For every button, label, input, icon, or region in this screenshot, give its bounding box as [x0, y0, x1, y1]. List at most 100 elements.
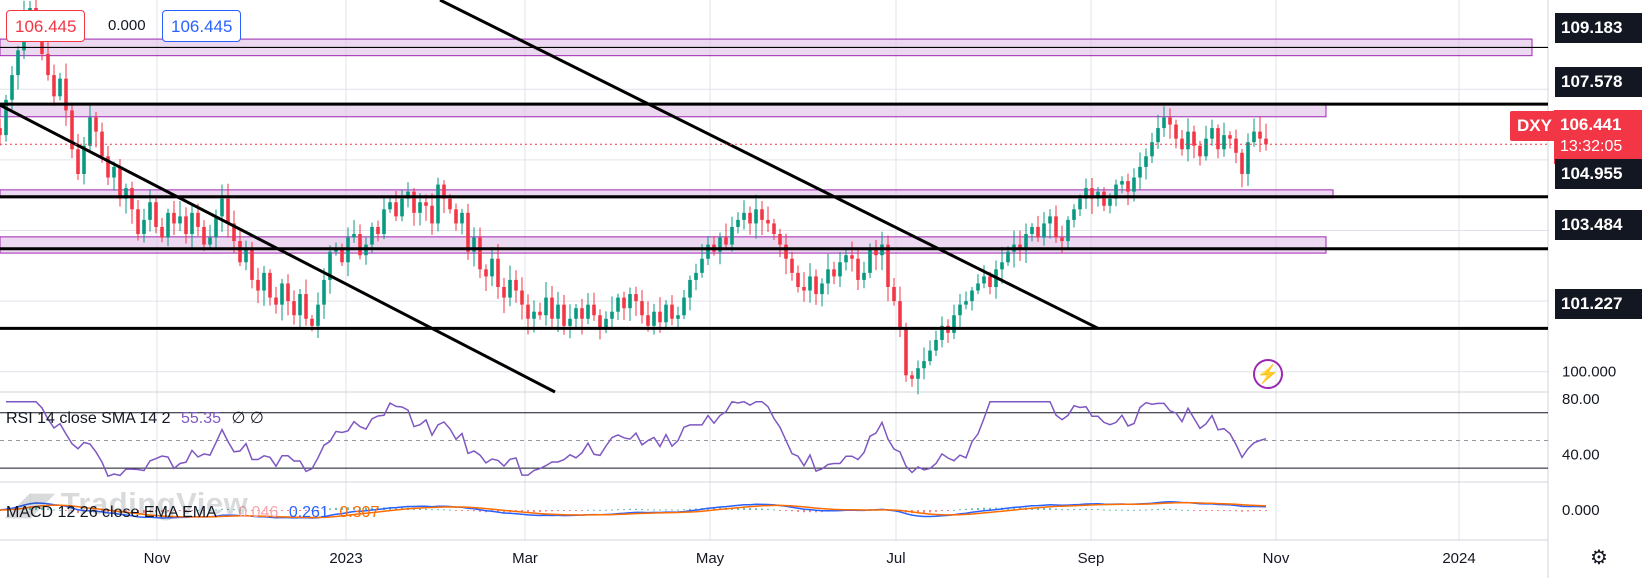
candle-body-74 — [442, 184, 446, 199]
candle-body-138 — [826, 269, 830, 284]
candle-body-40 — [238, 241, 242, 263]
macd-hist-154 — [923, 510, 925, 513]
candle-body-106 — [634, 294, 638, 302]
candle-body-108 — [646, 315, 650, 326]
candle-body-34 — [202, 226, 206, 245]
candle-body-200 — [1198, 145, 1202, 157]
macd-hist-95 — [569, 510, 571, 511]
zone-103.484 — [0, 236, 1327, 254]
candle-body-96 — [574, 308, 578, 319]
candle-body-14 — [82, 145, 86, 174]
candle-body-11 — [64, 78, 68, 111]
candle-body-122 — [730, 226, 734, 245]
candle-body-33 — [196, 212, 200, 227]
macd-hist-79 — [473, 510, 475, 512]
candle-body-110 — [658, 311, 662, 323]
candle-body-39 — [232, 223, 236, 242]
macd-hist-58 — [347, 507, 349, 510]
macd-hist-78 — [467, 510, 469, 511]
macd-hist-169 — [1013, 507, 1015, 510]
macd-hist-96 — [575, 510, 577, 511]
candle-body-174 — [1042, 223, 1046, 238]
candle-body-133 — [796, 272, 800, 287]
trendline-2 — [439, 0, 1099, 330]
candle-body-97 — [580, 308, 584, 319]
macd-hist-206 — [1235, 510, 1237, 512]
macd-hist-130 — [779, 510, 781, 511]
candle-body-114 — [682, 297, 686, 316]
bid-badge[interactable]: 106.445 — [6, 10, 86, 42]
macd-pane: 0.000 — [0, 501, 1600, 519]
candle-body-100 — [598, 315, 602, 330]
macd-hist-128 — [767, 508, 769, 510]
macd-hist-28 — [167, 510, 169, 512]
macd-hist-11 — [65, 510, 67, 511]
macd-hist-184 — [1103, 509, 1105, 511]
macd-hist-24 — [143, 510, 145, 513]
candle-body-51 — [304, 294, 308, 319]
candle-body-184 — [1102, 191, 1106, 206]
candle-body-179 — [1072, 209, 1076, 220]
macd-hist-199 — [1193, 510, 1195, 511]
macd-hist-176 — [1055, 508, 1057, 510]
macd-hist-13 — [77, 510, 79, 514]
macd-hist-41 — [245, 509, 247, 511]
candle-body-65 — [388, 202, 392, 210]
candle-body-207 — [1240, 152, 1244, 174]
tradingview-watermark: ◢◤ TradingView — [6, 486, 248, 522]
macd-hist-119 — [713, 507, 715, 510]
candle-body-130 — [778, 234, 782, 245]
macd-hist-51 — [305, 510, 307, 511]
lightning-icon[interactable]: ⚡ — [1253, 359, 1283, 389]
level-lines — [0, 46, 1548, 330]
candle-body-30 — [178, 216, 182, 224]
candle-body-206 — [1234, 138, 1238, 153]
macd-hist-115 — [689, 508, 691, 510]
candle-body-159 — [952, 315, 956, 333]
macd-legend[interactable]: MACD 12 26 close EMA EMA 0.046 0.261 0.3… — [6, 504, 379, 522]
candle-body-149 — [892, 286, 896, 302]
macd-hist-43 — [257, 510, 259, 511]
gear-icon[interactable]: ⚙ — [1590, 547, 1608, 569]
macd-hist-116 — [695, 508, 697, 510]
candle-body-66 — [394, 202, 398, 217]
candle-body-146 — [874, 248, 878, 256]
candle-body-103 — [616, 297, 620, 312]
tradingview-logo-icon: ◢◤ — [6, 486, 55, 521]
macd-hist-160 — [959, 509, 961, 511]
level-tag-104955: 104.955 — [1555, 159, 1642, 189]
candle-body-53 — [316, 304, 320, 326]
rsi-tick-40.00: 40.00 — [1562, 446, 1600, 463]
macd-hist-134 — [803, 510, 805, 513]
candle-body-93 — [556, 304, 560, 319]
macd-hist-42 — [251, 510, 253, 511]
candle-body-191 — [1144, 156, 1148, 167]
candle-body-42 — [250, 248, 254, 280]
rsi-legend[interactable]: RSI 14 close SMA 14 2 55.35 ∅ ∅ — [6, 408, 264, 428]
candle-body-126 — [754, 209, 758, 224]
ask-badge[interactable]: 106.445 — [162, 10, 242, 42]
candle-body-143 — [856, 258, 860, 280]
candle-body-26 — [154, 202, 158, 227]
candle-body-145 — [868, 248, 872, 273]
candle-body-10 — [58, 78, 62, 97]
macd-hist-183 — [1097, 509, 1099, 511]
candle-body-185 — [1108, 198, 1112, 206]
macd-hist-71 — [425, 508, 427, 510]
candle-body-205 — [1228, 135, 1232, 139]
macd-hist-207 — [1241, 510, 1243, 512]
candle-body-188 — [1126, 181, 1130, 192]
macd-hist-77 — [461, 510, 463, 511]
candle-body-170 — [1018, 244, 1022, 249]
symbol-tag[interactable]: DXY — [1510, 111, 1559, 141]
macd-hist-98 — [587, 509, 589, 511]
macd-hist-109 — [653, 509, 655, 511]
candle-body-72 — [430, 205, 434, 224]
macd-hist-202 — [1211, 510, 1213, 511]
candle-body-70 — [418, 202, 422, 213]
candle-body-211 — [1264, 138, 1268, 145]
macd-hist-181 — [1085, 508, 1087, 510]
macd-hist-38 — [227, 508, 229, 510]
macd-hist-73 — [437, 509, 439, 511]
